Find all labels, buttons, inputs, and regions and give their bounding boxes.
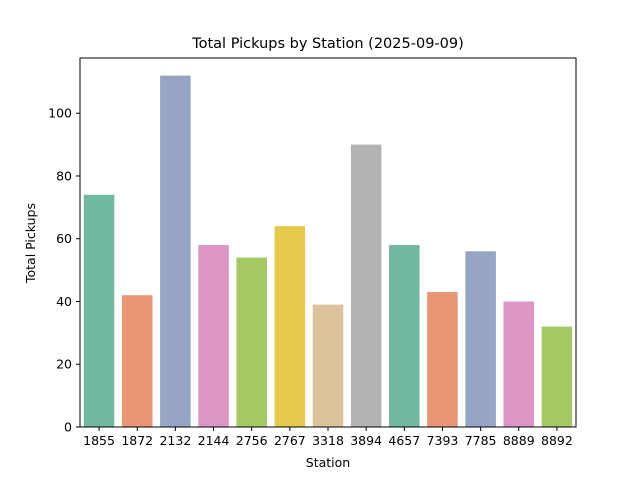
x-tick-label: 3318: [312, 433, 344, 448]
x-axis-label: Station: [306, 455, 350, 470]
y-tick-label: 0: [64, 420, 72, 435]
y-tick-label: 20: [56, 357, 72, 372]
x-tick-label: 3894: [350, 433, 382, 448]
x-tick-label: 2144: [198, 433, 230, 448]
bar-2132: [160, 75, 191, 428]
bar-1872: [121, 295, 153, 427]
bar-1855: [83, 194, 115, 427]
bars-group: [83, 75, 573, 428]
bar-2756: [236, 257, 267, 427]
y-tick-label: 100: [48, 106, 72, 121]
y-axis-label: Total Pickups: [23, 203, 38, 284]
bar-8889: [503, 301, 535, 427]
plot-frame: [79, 57, 577, 428]
bar-2767: [274, 226, 306, 427]
x-tick-label: 2756: [236, 433, 268, 448]
chart-title: Total Pickups by Station (2025-09-09): [191, 36, 464, 52]
bar-8892: [541, 326, 573, 427]
x-tick-label: 2767: [274, 433, 306, 448]
bar-3894: [350, 144, 382, 427]
y-tick-label: 40: [56, 294, 72, 309]
y-tick-label: 60: [56, 231, 72, 246]
x-tick-label: 7393: [427, 433, 459, 448]
x-tick-label: 4657: [388, 433, 420, 448]
bar-4657: [389, 245, 420, 427]
x-tick-label: 7785: [465, 433, 497, 448]
bar-7785: [465, 251, 496, 427]
x-tick-label: 8892: [541, 433, 573, 448]
x-tick-label: 2132: [159, 433, 191, 448]
bar-3318: [312, 304, 344, 427]
y-tick-label: 80: [56, 168, 72, 183]
y-axis-ticks: 0 20 40 60 80 100: [48, 106, 80, 435]
x-axis-ticks: 1855 1872 2132 2144 2756 2767 3318 3894 4657 7393…: [83, 427, 573, 448]
x-tick-label: 1855: [83, 433, 115, 448]
bar-2144: [198, 245, 229, 427]
x-tick-label: 8889: [503, 433, 535, 448]
bar-7393: [427, 292, 458, 427]
x-tick-label: 1872: [121, 433, 153, 448]
